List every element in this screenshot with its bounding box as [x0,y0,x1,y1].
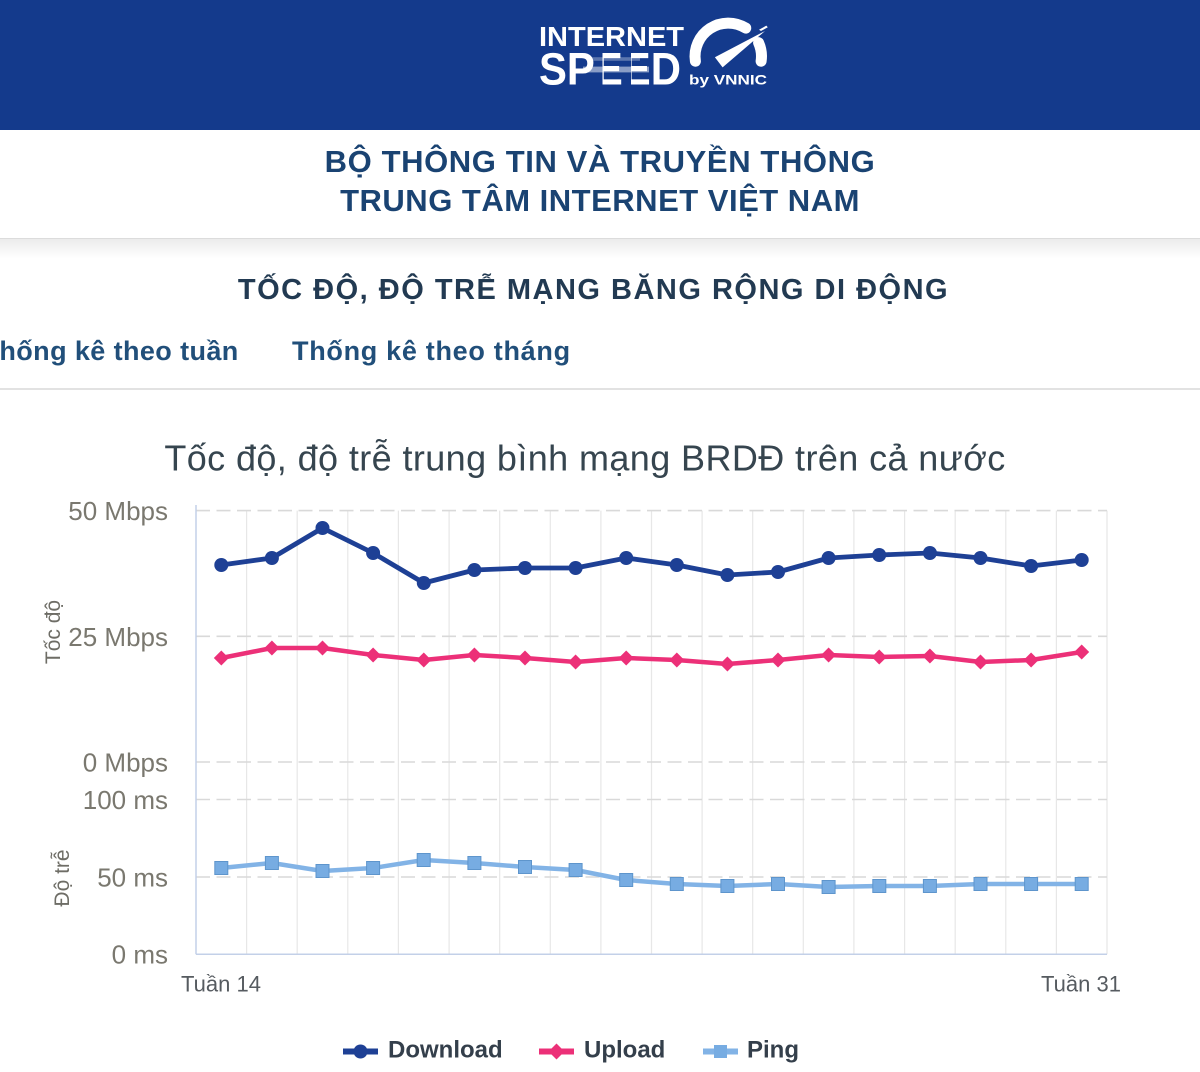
svg-text:50 Mbps: 50 Mbps [68,496,168,526]
svg-text:Tốc độ, độ trễ trung bình mạng: Tốc độ, độ trễ trung bình mạng BRDĐ trên… [164,438,1005,479]
svg-text:0 Mbps: 0 Mbps [83,748,168,778]
svg-text:by VNNIC: by VNNIC [689,72,767,87]
svg-text:Độ trễ: Độ trễ [51,849,74,906]
svg-text:INTERNET: INTERNET [539,21,684,52]
svg-text:Tuần 31: Tuần 31 [1041,972,1121,997]
svg-text:Ping: Ping [747,1037,799,1064]
svg-text:Download: Download [388,1037,503,1064]
svg-text:Tốc độ: Tốc độ [42,600,65,664]
svg-text:25 Mbps: 25 Mbps [68,622,168,652]
svg-text:100 ms: 100 ms [83,785,168,815]
svg-text:Tuần 14: Tuần 14 [181,972,261,997]
svg-text:0 ms: 0 ms [112,940,168,970]
svg-text:50 ms: 50 ms [97,863,168,893]
svg-text:Upload: Upload [584,1037,665,1064]
